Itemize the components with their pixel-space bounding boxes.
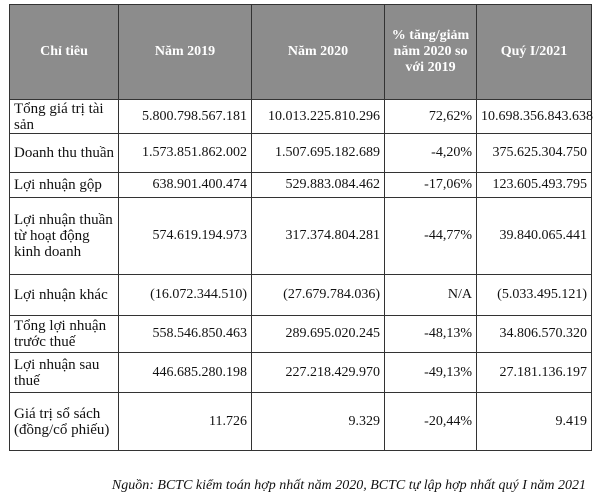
value-2019: 1.573.851.862.002 bbox=[118, 133, 252, 173]
value-q1-2021: 34.806.570.320 bbox=[476, 315, 592, 353]
value-q1-2021: 375.625.304.750 bbox=[476, 133, 592, 173]
table-row: Lợi nhuận gộp 638.901.400.474 529.883.08… bbox=[9, 172, 592, 198]
table-row: Doanh thu thuần 1.573.851.862.002 1.507.… bbox=[9, 133, 592, 173]
value-2019: 5.800.798.567.181 bbox=[118, 99, 252, 134]
table-row: Tổng giá trị tài sản 5.800.798.567.181 1… bbox=[9, 99, 593, 134]
value-q1-2021: 39.840.065.441 bbox=[476, 197, 592, 275]
table-row: Lợi nhuận thuần từ hoạt động kinh doanh … bbox=[9, 197, 592, 275]
value-2020: 10.013.225.810.296 bbox=[251, 99, 385, 134]
value-change: -4,20% bbox=[384, 133, 477, 173]
table-header-row: Chỉ tiêu Năm 2019 Năm 2020 % tăng/giảm n… bbox=[9, 4, 592, 100]
value-change: -20,44% bbox=[384, 392, 477, 451]
value-q1-2021: 10.698.356.843.638 bbox=[476, 99, 593, 134]
table-row: Lợi nhuận khác (16.072.344.510) (27.679.… bbox=[9, 274, 592, 316]
value-2019: 638.901.400.474 bbox=[118, 172, 252, 198]
value-change: 72,62% bbox=[384, 99, 477, 134]
value-2020: (27.679.784.036) bbox=[251, 274, 385, 316]
header-year-2019: Năm 2019 bbox=[118, 4, 252, 100]
value-change: -49,13% bbox=[384, 352, 477, 393]
value-2019: (16.072.344.510) bbox=[118, 274, 252, 316]
value-2019: 574.619.194.973 bbox=[118, 197, 252, 275]
table-row: Giá trị sổ sách (đồng/cổ phiếu) 11.726 9… bbox=[9, 392, 592, 451]
value-2020: 1.507.695.182.689 bbox=[251, 133, 385, 173]
value-2020: 289.695.020.245 bbox=[251, 315, 385, 353]
value-2019: 11.726 bbox=[118, 392, 252, 451]
value-q1-2021: (5.033.495.121) bbox=[476, 274, 592, 316]
value-change: -44,77% bbox=[384, 197, 477, 275]
header-q1-2021: Quý I/2021 bbox=[476, 4, 592, 100]
value-change: -17,06% bbox=[384, 172, 477, 198]
header-year-2020: Năm 2020 bbox=[251, 4, 385, 100]
row-label: Tổng giá trị tài sản bbox=[9, 99, 119, 134]
header-indicator: Chỉ tiêu bbox=[9, 4, 119, 100]
value-2019: 446.685.280.198 bbox=[118, 352, 252, 393]
row-label: Doanh thu thuần bbox=[9, 133, 119, 173]
value-2020: 317.374.804.281 bbox=[251, 197, 385, 275]
row-label: Tổng lợi nhuận trước thuế bbox=[9, 315, 119, 353]
row-label: Giá trị sổ sách (đồng/cổ phiếu) bbox=[9, 392, 119, 451]
source-note: Nguồn: BCTC kiểm toán hợp nhất năm 2020,… bbox=[111, 478, 586, 493]
value-2020: 529.883.084.462 bbox=[251, 172, 385, 198]
row-label: Lợi nhuận thuần từ hoạt động kinh doanh bbox=[9, 197, 119, 275]
row-label: Lợi nhuận gộp bbox=[9, 172, 119, 198]
row-label: Lợi nhuận sau thuế bbox=[9, 352, 119, 393]
value-q1-2021: 27.181.136.197 bbox=[476, 352, 592, 393]
value-2019: 558.546.850.463 bbox=[118, 315, 252, 353]
value-2020: 9.329 bbox=[251, 392, 385, 451]
header-change-percent: % tăng/giảm năm 2020 so với 2019 bbox=[384, 4, 477, 100]
value-q1-2021: 9.419 bbox=[476, 392, 592, 451]
financial-table: Chỉ tiêu Năm 2019 Năm 2020 % tăng/giảm n… bbox=[9, 4, 593, 451]
row-label: Lợi nhuận khác bbox=[9, 274, 119, 316]
table-row: Lợi nhuận sau thuế 446.685.280.198 227.2… bbox=[9, 352, 592, 393]
value-q1-2021: 123.605.493.795 bbox=[476, 172, 592, 198]
value-change: -48,13% bbox=[384, 315, 477, 353]
value-change: N/A bbox=[384, 274, 477, 316]
value-2020: 227.218.429.970 bbox=[251, 352, 385, 393]
table-row: Tổng lợi nhuận trước thuế 558.546.850.46… bbox=[9, 315, 592, 353]
